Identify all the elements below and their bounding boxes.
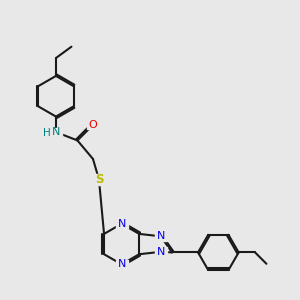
Text: N: N: [117, 219, 126, 229]
Bar: [92, 174, 106, 184]
Bar: [155, 247, 167, 256]
Bar: [50, 128, 62, 136]
Text: N: N: [117, 260, 126, 269]
Bar: [116, 260, 127, 269]
Bar: [116, 219, 127, 228]
Text: N: N: [52, 127, 60, 137]
Text: N: N: [157, 247, 165, 257]
Text: N: N: [157, 231, 165, 241]
Text: S: S: [95, 173, 103, 186]
Text: H: H: [43, 128, 50, 138]
Text: O: O: [88, 120, 97, 130]
Bar: [87, 120, 99, 129]
Bar: [155, 232, 167, 241]
